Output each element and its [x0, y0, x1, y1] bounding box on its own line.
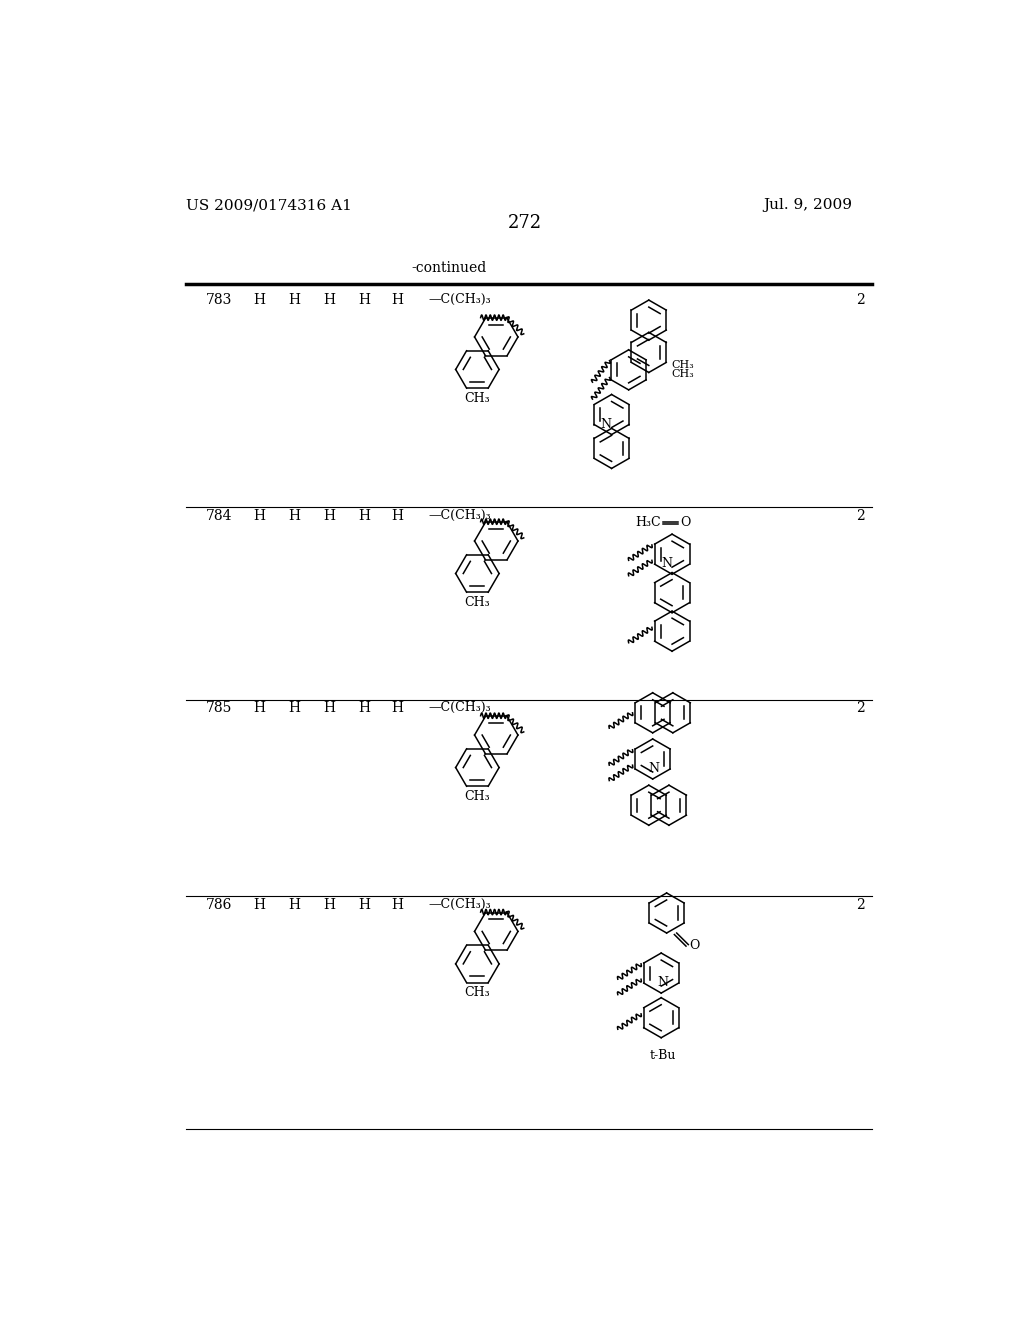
Text: Jul. 9, 2009: Jul. 9, 2009 — [764, 198, 853, 213]
Text: CH₃: CH₃ — [671, 360, 694, 370]
Text: H: H — [392, 293, 403, 308]
Text: —C(CH₃)₃: —C(CH₃)₃ — [429, 508, 492, 521]
Text: —C(CH₃)₃: —C(CH₃)₃ — [429, 701, 492, 714]
Text: H: H — [324, 508, 336, 523]
Text: 784: 784 — [206, 508, 232, 523]
Text: H: H — [254, 293, 266, 308]
Text: US 2009/0174316 A1: US 2009/0174316 A1 — [186, 198, 352, 213]
Text: N: N — [660, 557, 672, 570]
Text: H: H — [289, 898, 301, 912]
Text: H: H — [289, 508, 301, 523]
Text: H: H — [392, 701, 403, 715]
Text: t-Bu: t-Bu — [649, 1049, 676, 1063]
Text: H: H — [392, 508, 403, 523]
Text: 2: 2 — [856, 701, 865, 715]
Text: 2: 2 — [856, 293, 865, 308]
Text: —C(CH₃)₃: —C(CH₃)₃ — [429, 898, 492, 911]
Text: H: H — [358, 508, 371, 523]
Text: H: H — [324, 898, 336, 912]
Text: H: H — [254, 508, 266, 523]
Text: H₃C: H₃C — [636, 516, 662, 529]
Text: H: H — [358, 898, 371, 912]
Text: -continued: -continued — [411, 261, 486, 275]
Text: CH₃: CH₃ — [465, 392, 490, 405]
Text: —C(CH₃)₃: —C(CH₃)₃ — [429, 293, 492, 306]
Text: 272: 272 — [508, 214, 542, 232]
Text: H: H — [358, 701, 371, 715]
Text: N: N — [649, 762, 659, 775]
Text: H: H — [289, 293, 301, 308]
Text: H: H — [324, 293, 336, 308]
Text: 785: 785 — [206, 701, 231, 715]
Text: 2: 2 — [856, 898, 865, 912]
Text: O: O — [689, 940, 699, 952]
Text: CH₃: CH₃ — [465, 597, 490, 609]
Text: H: H — [254, 898, 266, 912]
Text: H: H — [358, 293, 371, 308]
Text: N: N — [657, 977, 669, 989]
Text: H: H — [392, 898, 403, 912]
Text: N: N — [600, 417, 611, 430]
Text: CH₃: CH₃ — [465, 986, 490, 999]
Text: CH₃: CH₃ — [465, 791, 490, 803]
Text: 783: 783 — [206, 293, 231, 308]
Text: H: H — [324, 701, 336, 715]
Text: 2: 2 — [856, 508, 865, 523]
Text: O: O — [680, 516, 690, 529]
Text: H: H — [254, 701, 266, 715]
Text: CH₃: CH₃ — [671, 370, 694, 379]
Text: H: H — [289, 701, 301, 715]
Text: 786: 786 — [206, 898, 231, 912]
